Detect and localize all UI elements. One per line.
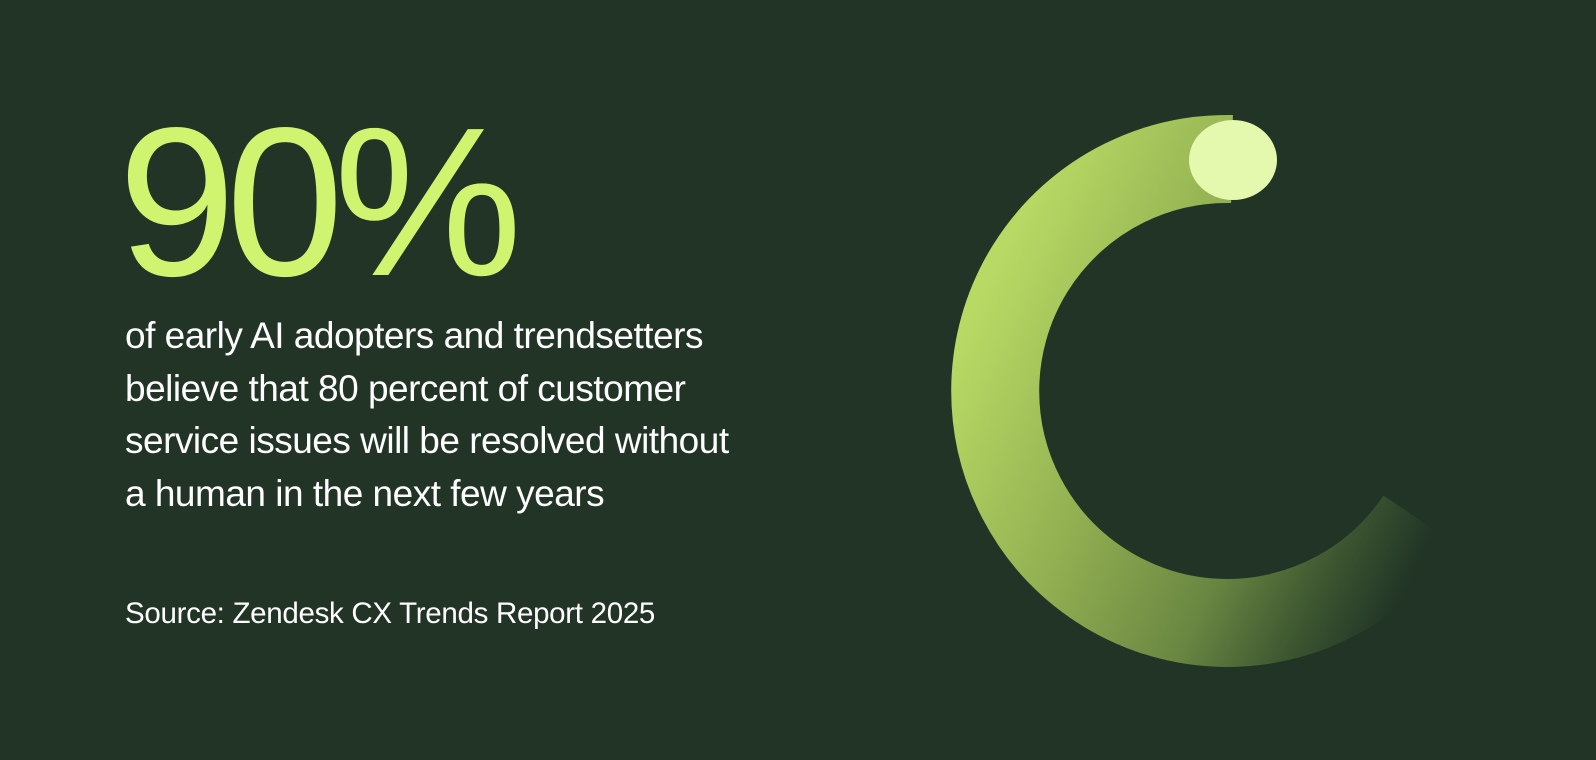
description-line: believe that 80 percent of customer: [125, 367, 686, 409]
stat-description: of early AI adopters and trendsetters be…: [125, 310, 885, 520]
description-line: service issues will be resolved without: [125, 420, 729, 461]
ring-end-dot: [1189, 120, 1277, 200]
description-line: of early AI adopters and trendsetters: [125, 315, 703, 356]
source-citation: Source: Zendesk CX Trends Report 2025: [125, 597, 656, 630]
ring-arc: [951, 114, 1457, 667]
headline-stat: 90%: [118, 83, 522, 320]
description-line: a human in the next few years: [125, 472, 605, 514]
